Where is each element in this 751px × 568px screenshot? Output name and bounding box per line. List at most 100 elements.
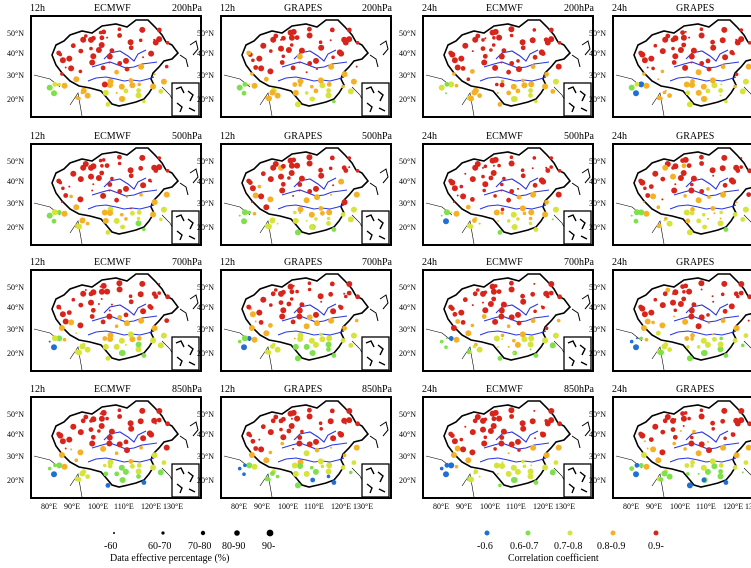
station-marker [267, 196, 274, 203]
station-marker [652, 423, 659, 430]
station-marker [106, 434, 113, 441]
station-marker [296, 53, 303, 60]
station-marker [506, 219, 511, 223]
station-marker [508, 26, 515, 33]
station-marker [516, 194, 522, 200]
station-marker [720, 191, 727, 198]
lat-label: 50°N [7, 29, 24, 38]
station-marker [159, 217, 163, 222]
station-marker [106, 53, 113, 60]
station-marker [341, 199, 348, 206]
station-marker [721, 26, 728, 33]
station-marker [555, 63, 562, 70]
station-marker [117, 154, 122, 160]
station-marker [307, 281, 312, 285]
station-marker [500, 61, 503, 64]
station-marker [671, 46, 675, 51]
station-marker [660, 69, 665, 74]
station-marker [276, 222, 279, 225]
station-marker [733, 325, 740, 332]
river-line [281, 61, 348, 69]
station-marker [532, 54, 538, 60]
station-marker [148, 50, 155, 57]
station-marker [309, 96, 315, 102]
station-marker [732, 212, 738, 217]
korea-japan-coast [369, 421, 389, 449]
station-marker [297, 463, 304, 469]
station-marker [480, 46, 486, 51]
station-marker [123, 312, 129, 318]
station-marker [686, 163, 692, 168]
station-marker [137, 291, 144, 298]
station-marker [516, 217, 520, 221]
station-marker [698, 280, 705, 287]
station-marker [98, 423, 105, 429]
station-marker [500, 189, 503, 192]
station-marker [707, 440, 709, 443]
station-marker [532, 182, 538, 188]
station-marker [266, 95, 272, 102]
station-marker [294, 101, 301, 108]
korea-japan-coast [571, 421, 591, 449]
station-marker [117, 33, 122, 38]
station-marker [325, 341, 332, 348]
station-marker [59, 57, 66, 64]
station-marker [142, 99, 146, 104]
station-marker [80, 164, 87, 171]
river-line [479, 330, 547, 336]
station-marker [286, 428, 292, 434]
station-marker [464, 172, 467, 175]
station-marker [528, 81, 535, 88]
station-marker [246, 50, 252, 56]
station-marker [290, 65, 296, 71]
panel-model: GRAPES [676, 3, 715, 14]
station-marker [268, 450, 273, 455]
station-marker [46, 212, 53, 219]
station-marker [543, 452, 550, 459]
station-marker [638, 50, 644, 56]
station-marker [747, 168, 751, 174]
station-marker [288, 170, 295, 176]
station-marker [648, 437, 654, 442]
panel-title: 24hGRAPES700hPa [612, 256, 751, 269]
station-marker [128, 173, 134, 179]
station-marker [279, 427, 283, 432]
station-marker [747, 421, 751, 427]
river-line [685, 177, 729, 190]
station-marker [717, 346, 724, 353]
station-marker [346, 408, 353, 414]
station-marker [544, 420, 551, 427]
station-marker [722, 308, 728, 314]
station-marker [316, 68, 318, 71]
station-marker [292, 194, 295, 197]
station-marker [478, 475, 481, 478]
station-marker [117, 414, 122, 419]
station-marker [468, 224, 474, 229]
china-boundary [51, 400, 180, 488]
river-line [103, 303, 147, 316]
station-marker [720, 318, 726, 324]
inset-islands [175, 340, 196, 367]
station-marker [306, 441, 313, 448]
station-marker [529, 37, 536, 44]
station-marker [738, 281, 745, 287]
station-marker [90, 434, 96, 440]
station-marker [296, 307, 303, 314]
station-marker [667, 93, 672, 98]
station-marker [734, 420, 741, 427]
station-marker [70, 423, 77, 430]
station-marker [351, 460, 357, 465]
station-marker [263, 330, 270, 337]
river-line [293, 303, 337, 316]
station-marker [80, 290, 87, 297]
station-marker [515, 88, 521, 94]
station-marker [506, 197, 511, 203]
station-marker [310, 84, 314, 89]
station-marker [557, 169, 562, 173]
station-marker [70, 170, 77, 177]
station-marker [107, 82, 114, 88]
station-marker [549, 156, 554, 160]
station-marker [739, 88, 746, 95]
station-marker [706, 217, 709, 220]
station-marker [661, 470, 668, 477]
